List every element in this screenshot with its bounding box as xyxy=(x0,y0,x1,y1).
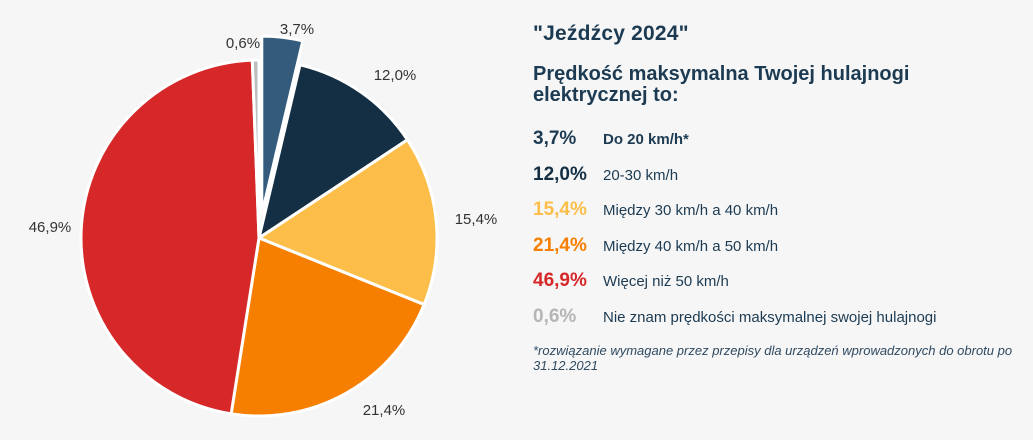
legend-label: Między 30 km/h a 40 km/h xyxy=(603,202,779,219)
legend-value: 12,0% xyxy=(533,163,587,185)
slice-percent-label: 46,9% xyxy=(29,219,72,236)
legend-item: 3,7% Do 20 km/h* xyxy=(533,128,1023,164)
legend-item: 12,0% 20-30 km/h xyxy=(533,164,1023,200)
pie-slice xyxy=(79,58,261,416)
legend-item: 46,9% Więcej niż 50 km/h xyxy=(533,270,1023,306)
pie-slice xyxy=(229,236,426,418)
pie-slice xyxy=(260,34,305,216)
slice-percent-label: 21,4% xyxy=(363,402,406,419)
legend-panel: "Jeźdźcy 2024" Prędkość maksymalna Twoje… xyxy=(533,22,1023,373)
pie-slice xyxy=(257,138,439,307)
legend-item: 21,4% Między 40 km/h a 50 km/h xyxy=(533,235,1023,271)
slice-percent-label: 12,0% xyxy=(374,67,417,84)
pie-slice xyxy=(250,58,261,240)
pie-slices xyxy=(79,34,439,418)
footnote: *rozwiązanie wymagane przez przepisy dla… xyxy=(533,343,1013,373)
legend-label: Nie znam prędkości maksymalnej swojej hu… xyxy=(603,308,937,326)
legend-value: 3,7% xyxy=(533,128,577,149)
legend-value: 15,4% xyxy=(533,199,587,220)
survey-question: Prędkość maksymalna Twojej hulajnogi ele… xyxy=(533,63,910,106)
pie-chart: 3,7% 12,0% 15,4% 21,4% 46,9% 0,6% xyxy=(29,21,498,419)
legend-item: 0,6% Nie znam prędkości maksymalnej swoje… xyxy=(533,306,1023,342)
slice-percent-label: 15,4% xyxy=(455,211,498,228)
chart-subtitle: "Jeźdźcy 2024" xyxy=(533,22,689,45)
legend-value: 21,4% xyxy=(533,234,587,256)
legend-label: 20-30 km/h xyxy=(603,166,679,184)
slice-percent-label: 3,7% xyxy=(280,21,314,38)
legend-value: 0,6% xyxy=(533,305,577,327)
pie-labels: 3,7% 12,0% 15,4% 21,4% 46,9% 0,6% xyxy=(29,21,498,419)
slice-percent-label: 0,6% xyxy=(226,35,260,52)
legend-list: 3,7% Do 20 km/h* 12,0% 20-30 km/h 15,4% Międz… xyxy=(533,128,1023,341)
legend-label: Do 20 km/h* xyxy=(603,131,689,148)
legend-label: Między 40 km/h a 50 km/h xyxy=(603,237,779,255)
pie-slice xyxy=(257,63,409,240)
legend-label: Więcej niż 50 km/h xyxy=(603,273,729,290)
legend-value: 46,9% xyxy=(533,270,587,291)
legend-item: 15,4% Między 30 km/h a 40 km/h xyxy=(533,199,1023,235)
